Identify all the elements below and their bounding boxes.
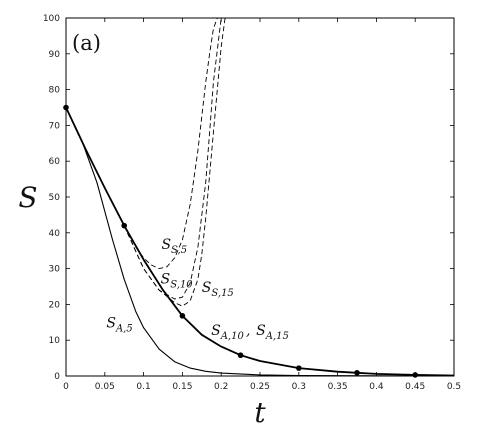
x-tick-label: 0.45 — [405, 382, 425, 392]
annotation-main: S — [202, 280, 212, 296]
y-tick-label: 40 — [49, 229, 61, 239]
x-tick-label: 0 — [63, 382, 69, 392]
y-axis-label: S — [18, 181, 37, 214]
y-tick-label: 30 — [49, 265, 61, 275]
y-tick-label: 100 — [43, 14, 60, 24]
annotation-main: S — [211, 323, 221, 339]
annotation-main: S — [161, 272, 171, 288]
x-tick-label: 0.5 — [447, 382, 461, 392]
x-tick-label: 0.2 — [214, 382, 228, 392]
y-tick-label: 0 — [54, 372, 60, 382]
x-tick-label: 0.35 — [328, 382, 348, 392]
annotation-subscript: , — [246, 323, 250, 339]
series-line-4 — [123, 17, 226, 307]
x-tick-label: 0.15 — [172, 382, 192, 392]
series-annotation: SS,10 — [161, 272, 194, 291]
y-tick-label: 80 — [49, 86, 61, 96]
x-axis-label: t — [254, 396, 266, 429]
annotation-subscript: S,5 — [171, 245, 187, 256]
series-annotation: SS,15 — [202, 280, 234, 299]
y-tick-label: 70 — [49, 121, 61, 131]
y-tick-label: 10 — [49, 336, 61, 346]
y-tick-label: 50 — [49, 193, 61, 203]
series-line-2 — [123, 17, 218, 270]
data-point — [179, 313, 186, 319]
x-tick-label: 0.4 — [369, 382, 384, 392]
series-annotation: SA,10 — [211, 323, 244, 342]
series-line-1 — [65, 107, 455, 377]
annotation-subscript: S,10 — [170, 280, 193, 291]
data-point — [237, 352, 244, 359]
x-tick-label: 0.3 — [292, 382, 306, 392]
y-tick-label: 20 — [49, 300, 61, 310]
markers-group — [63, 104, 419, 378]
y-tick-label: 90 — [49, 50, 61, 60]
series-annotation: SA,15 — [256, 323, 289, 342]
x-tick-label: 0.05 — [95, 382, 115, 392]
series-line-0 — [65, 107, 455, 377]
axis-ticks: 0 0.05 0.1 0.15 0.2 0.25 0.3 0.35 0.4 0.45 0.5 0 10 2… — [43, 14, 461, 392]
annotation-subscript: A,5 — [115, 324, 133, 335]
annotation-subscript: A,10 — [220, 331, 245, 342]
data-point — [412, 372, 419, 378]
x-tick-label: 0.25 — [250, 382, 270, 392]
series-group — [65, 17, 455, 377]
series-annotation: , — [246, 323, 250, 339]
annotation-main: S — [106, 316, 116, 332]
annotation-main: S — [256, 323, 266, 339]
data-point — [296, 365, 302, 371]
annotation-subscript: S,15 — [211, 288, 233, 299]
x-tick-label: 0.1 — [136, 382, 150, 392]
panel-label: (a) — [72, 31, 101, 55]
annotation-main: S — [161, 237, 171, 253]
data-point — [63, 104, 69, 111]
annotation-subscript: A,15 — [265, 331, 289, 342]
data-point — [354, 369, 360, 376]
series-annotation: SS,5 — [161, 237, 187, 256]
y-tick-label: 60 — [49, 157, 61, 167]
series-annotation: SA,5 — [106, 316, 132, 335]
data-point — [121, 222, 127, 229]
